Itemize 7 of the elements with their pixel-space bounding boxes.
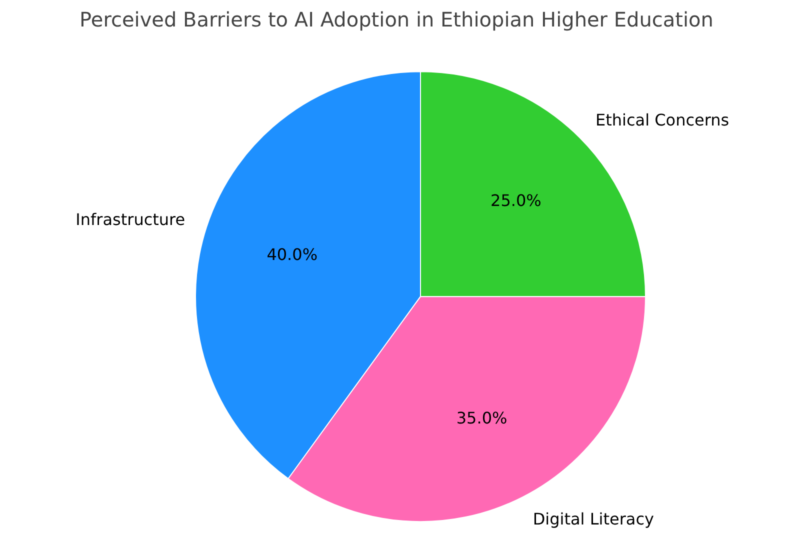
- slice-label: Infrastructure: [76, 210, 186, 229]
- data-label: 35.0%: [456, 408, 508, 428]
- data-label: 25.0%: [490, 190, 542, 210]
- slice-label: Digital Literacy: [532, 509, 654, 528]
- chart-title: Perceived Barriers to AI Adoption in Ethiopian Higher Education: [80, 8, 714, 32]
- data-label: 40.0%: [266, 245, 318, 264]
- slice-label: Ethical Concerns: [596, 110, 730, 130]
